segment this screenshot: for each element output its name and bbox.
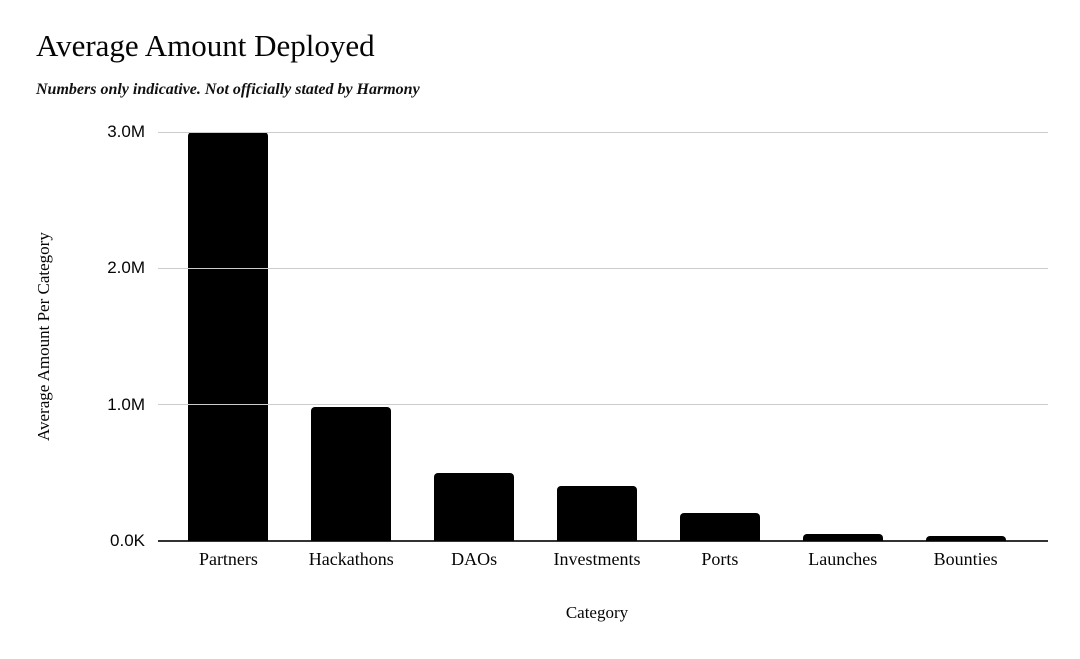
bar-slot-hackathons [290,132,413,541]
x-tick-label: Partners [198,549,258,569]
bar-bounties [925,535,1006,541]
x-tick-label: Bounties [933,549,998,569]
bar-slot-bounties [904,132,1027,541]
y-tick-label: 0.0K [110,531,145,550]
y-axis-title: Average Amount Per Category [34,232,53,441]
chart-subtitle: Numbers only indicative. Not officially … [36,81,420,98]
plot-area: 0.0K 1.0M 2.0M 3.0M [107,122,1048,550]
bar-slot-launches [781,132,904,541]
y-tick-label: 1.0M [107,394,145,414]
bar-daos [434,472,515,541]
x-tick-label: Investments [553,549,641,569]
gridline [158,267,1048,269]
bar-investments [557,486,637,541]
x-tick-label: Ports [701,549,739,569]
bar-launches [802,533,883,541]
x-axis-title: Category [565,603,629,622]
bar-hackathons [311,407,392,541]
y-tick-label: 3.0M [107,122,145,141]
chart-title: Average Amount Deployed [36,28,375,63]
y-tick-label: 2.0M [107,258,145,278]
bar-ports [679,513,760,541]
x-labels-band: Partners Hackathons DAOs Investments Ports La… [167,549,1027,570]
x-axis-line [158,540,1048,542]
bar-slot-ports [658,132,781,541]
x-tick-label: Launches [808,549,878,569]
bar-slot-daos [413,132,536,541]
bar-slot-partners [167,132,290,541]
gridline [158,131,1048,133]
bars-band [167,132,1027,541]
gridline [158,404,1048,406]
x-tick-label: DAOs [451,549,498,569]
bar-slot-investments [536,132,659,541]
bar-partners [188,132,269,541]
x-tick-label: Hackathons [308,549,394,569]
